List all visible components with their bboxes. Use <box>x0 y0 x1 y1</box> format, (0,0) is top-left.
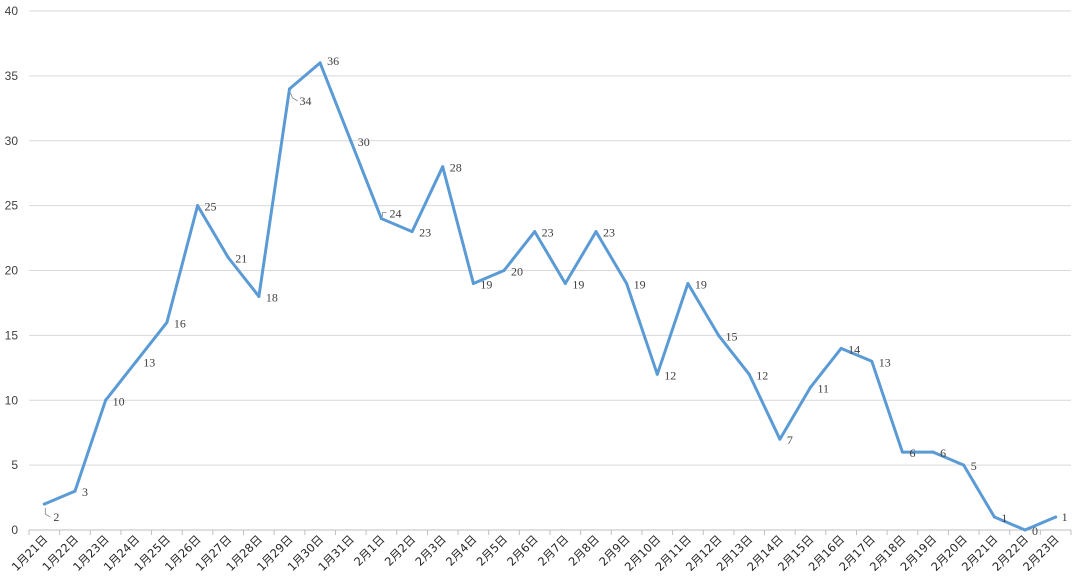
series-line <box>42 61 1058 532</box>
data-label: 1 <box>1062 510 1068 524</box>
data-label: 2 <box>53 510 59 524</box>
data-label: 14 <box>848 342 860 356</box>
x-tick-label: 2月4日 <box>443 532 480 569</box>
data-point <box>778 437 782 441</box>
data-label: 23 <box>603 226 615 240</box>
data-labels: 2310131625211834363024232819202319231912… <box>53 54 1067 538</box>
data-point <box>471 281 475 285</box>
data-label: 15 <box>726 329 738 343</box>
data-point <box>73 489 77 493</box>
data-label: 6 <box>909 446 915 460</box>
data-point <box>533 230 537 234</box>
data-point <box>870 359 874 363</box>
y-tick-label: 15 <box>5 328 19 342</box>
data-point <box>900 450 904 454</box>
data-label: 21 <box>235 252 247 266</box>
data-point <box>839 346 843 350</box>
data-label: 5 <box>971 459 977 473</box>
data-label: 20 <box>511 265 523 279</box>
y-tick-label: 40 <box>5 4 19 18</box>
data-label: 25 <box>205 200 217 214</box>
x-axis-ticks: 1月21日1月22日1月23日1月24日1月25日1月26日1月27日1月28日… <box>9 532 1062 574</box>
y-tick-label: 5 <box>11 458 18 472</box>
data-label: 34 <box>300 94 312 108</box>
y-tick-label: 10 <box>5 393 19 407</box>
data-label: 13 <box>879 355 891 369</box>
data-point <box>104 398 108 402</box>
data-point <box>379 217 383 221</box>
data-point <box>1023 528 1027 532</box>
data-point <box>594 230 598 234</box>
y-axis-ticks: 0 5 10 15 20 25 30 35 40 <box>5 4 19 537</box>
label-leader <box>44 508 51 518</box>
label-leaders <box>44 92 387 518</box>
data-point <box>349 139 353 143</box>
data-label: 3 <box>82 485 88 499</box>
data-point <box>717 333 721 337</box>
data-point <box>625 281 629 285</box>
x-tick-label: 2月5日 <box>474 532 511 569</box>
data-label: 36 <box>327 54 339 68</box>
x-axis <box>28 529 1072 535</box>
data-label: 0 <box>1032 524 1038 538</box>
data-label: 23 <box>542 226 554 240</box>
data-point <box>318 61 322 65</box>
data-point <box>165 320 169 324</box>
data-label: 19 <box>695 277 707 291</box>
y-tick-label: 30 <box>5 134 19 148</box>
data-point <box>42 502 46 506</box>
y-tick-label: 25 <box>5 199 19 213</box>
data-label: 12 <box>756 368 768 382</box>
x-tick-label: 2月7日 <box>535 532 572 569</box>
data-label: 23 <box>419 226 431 240</box>
data-point <box>992 515 996 519</box>
data-point <box>655 372 659 376</box>
x-tick-label: 2月8日 <box>566 532 603 569</box>
data-label: 12 <box>664 368 676 382</box>
data-label: 28 <box>450 161 462 175</box>
y-tick-label: 35 <box>5 69 19 83</box>
data-label: 16 <box>174 316 186 330</box>
data-label: 19 <box>634 277 646 291</box>
gridlines <box>29 10 1071 466</box>
data-label: 30 <box>358 135 370 149</box>
data-label: 11 <box>818 381 830 395</box>
x-tick-label: 2月1日 <box>351 532 388 569</box>
data-point <box>686 281 690 285</box>
data-label: 18 <box>266 290 278 304</box>
data-label: 24 <box>389 207 401 221</box>
series-group <box>42 61 1058 532</box>
data-label: 10 <box>113 394 125 408</box>
y-tick-label: 20 <box>5 264 19 278</box>
data-point <box>196 204 200 208</box>
data-point <box>962 463 966 467</box>
data-point <box>288 87 291 91</box>
x-tick-label: 2月6日 <box>504 532 541 569</box>
x-tick-label: 2月3日 <box>412 532 449 569</box>
data-label: 1 <box>1001 511 1007 525</box>
data-point <box>931 450 935 454</box>
data-point <box>563 281 567 285</box>
data-label: 7 <box>787 433 793 447</box>
data-point <box>1054 515 1058 519</box>
data-label: 19 <box>480 277 492 291</box>
data-point <box>257 294 261 298</box>
data-label: 13 <box>143 355 155 369</box>
data-point <box>134 359 138 363</box>
data-label: 6 <box>940 446 946 460</box>
label-leader <box>382 212 387 217</box>
data-point <box>410 230 414 234</box>
label-leader <box>290 92 298 102</box>
data-point <box>441 165 445 169</box>
data-point <box>226 256 230 260</box>
y-tick-label: 0 <box>11 523 18 537</box>
data-point <box>747 372 751 376</box>
x-tick-label: 2月2日 <box>382 532 419 569</box>
data-point <box>809 385 812 389</box>
data-point <box>502 269 506 272</box>
data-label: 19 <box>572 277 584 291</box>
